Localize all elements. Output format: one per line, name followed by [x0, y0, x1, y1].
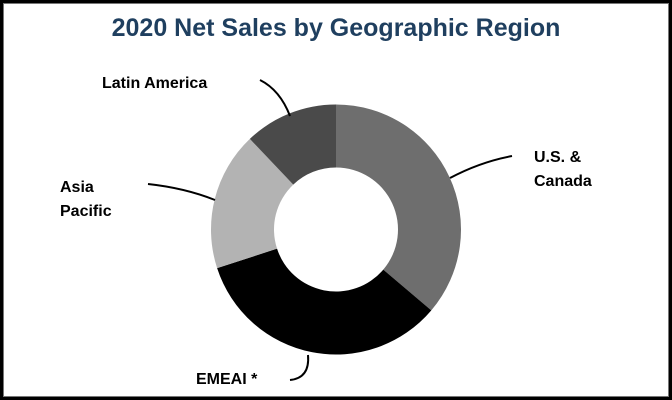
chart-title: 2020 Net Sales by Geographic Region: [111, 14, 561, 42]
slice-asia-pacific: [211, 138, 294, 269]
leader-line-us-canada: [449, 155, 513, 179]
slice-latin-america: [249, 104, 336, 185]
label-us-canada: U.S. & Canada: [534, 146, 592, 194]
leader-line-emeai: [289, 354, 310, 381]
label-asia-pacific-line1: Asia: [60, 179, 94, 196]
donut-slices: [211, 104, 462, 355]
label-us-canada-line2: Canada: [534, 173, 592, 190]
slice-u-s-canada: [336, 104, 462, 311]
leader-lines: [147, 79, 513, 381]
label-emeai: EMEAI *: [196, 371, 258, 388]
label-us-canada-line1: U.S. &: [534, 149, 582, 166]
leader-line-latin-america: [259, 79, 291, 117]
label-latin-america: Latin America: [102, 75, 208, 92]
leader-line-asia-pacific: [147, 183, 216, 201]
label-asia-pacific-line2: Pacific: [60, 203, 112, 220]
label-asia-pacific: Asia Pacific: [60, 176, 112, 224]
slice-emeai: [217, 248, 432, 355]
